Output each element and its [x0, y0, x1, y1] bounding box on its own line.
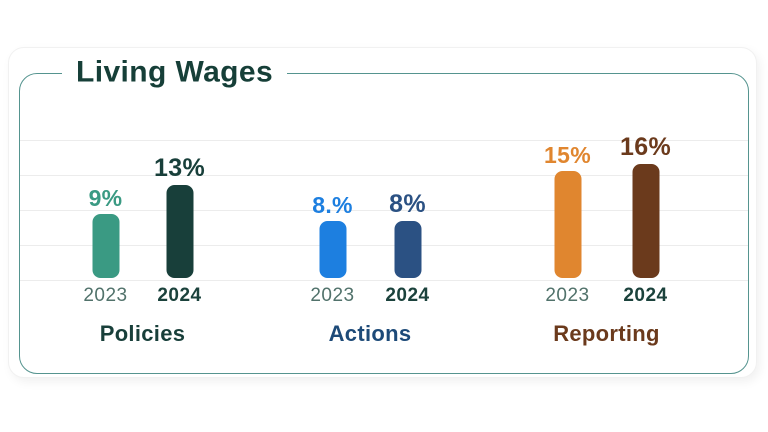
- gridline: [20, 210, 748, 211]
- year-label: 2023: [310, 285, 355, 306]
- gridline: [20, 245, 748, 246]
- bar-value-label: 16%: [620, 133, 671, 161]
- year-label: 2024: [157, 285, 202, 306]
- chart-card: Living Wages 9% 2023 13% 2024 Policies 8…: [8, 47, 757, 378]
- bar-value-label: 15%: [544, 142, 591, 168]
- year-label: 2024: [385, 285, 430, 306]
- group-label-policies: Policies: [99, 321, 186, 346]
- bar-actions-2023: [319, 221, 346, 278]
- bar-reporting-2024: [632, 164, 659, 278]
- year-label: 2023: [83, 285, 128, 306]
- gridline: [20, 140, 748, 141]
- bar-value-label: 8%: [389, 190, 426, 218]
- gridline: [20, 280, 748, 281]
- bar-reporting-2023: [554, 171, 581, 278]
- group-label-actions: Actions: [328, 321, 412, 346]
- bar-policies-2024: [166, 185, 193, 278]
- chart-title: Living Wages: [62, 55, 288, 90]
- year-label: 2023: [545, 285, 590, 306]
- chart-frame: Living Wages 9% 2023 13% 2024 Policies 8…: [19, 55, 749, 374]
- bar-actions-2024: [394, 221, 421, 278]
- gridline: [20, 175, 748, 176]
- group-label-reporting: Reporting: [553, 321, 660, 346]
- year-label: 2024: [623, 285, 668, 306]
- bar-value-label: 8.%: [312, 192, 353, 218]
- bar-policies-2023: [92, 214, 119, 278]
- bar-value-label: 9%: [88, 185, 123, 211]
- bar-value-label: 13%: [154, 154, 205, 182]
